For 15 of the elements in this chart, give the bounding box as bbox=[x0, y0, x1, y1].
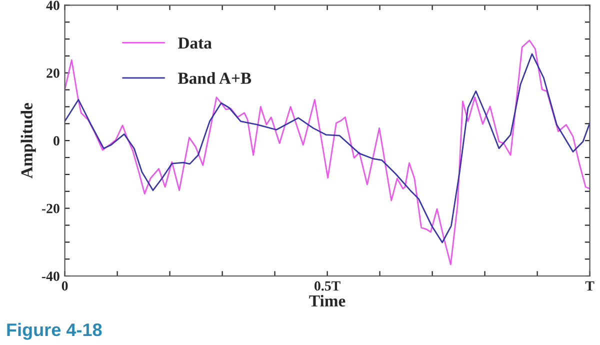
legend-label: Band A+B bbox=[178, 72, 252, 84]
y-axis-title: Amplitude bbox=[20, 103, 36, 178]
x-tick-label: 0.5T bbox=[314, 281, 340, 291]
caption: Figure 4-18 bbox=[7, 322, 102, 340]
line-series bbox=[64, 53, 590, 244]
y-tick-label: -20 bbox=[42, 204, 60, 214]
legend-label: Data bbox=[178, 38, 212, 49]
x-tick-label: 0 bbox=[62, 281, 68, 291]
x-axis-title: Time bbox=[309, 294, 346, 307]
x-tick-label: T bbox=[585, 281, 594, 290]
y-tick-label: 40 bbox=[46, 0, 60, 10]
y-tick-label: 20 bbox=[46, 68, 60, 78]
y-tick-label: 0 bbox=[54, 136, 60, 146]
y-tick-label: -40 bbox=[42, 272, 60, 281]
line-series bbox=[64, 40, 590, 266]
